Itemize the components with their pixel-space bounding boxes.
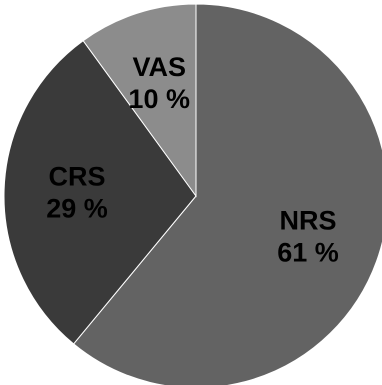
pie-slice-vas <box>82 3 197 198</box>
slice-label-vas: VAS <box>132 52 186 82</box>
pie-slices <box>3 3 382 385</box>
slice-label-nrs: NRS <box>279 205 336 235</box>
pie-slice-crs <box>3 39 197 345</box>
slice-value-vas: 10 % <box>128 84 190 114</box>
slice-value-nrs: 61 % <box>277 237 339 267</box>
slice-value-crs: 29 % <box>46 193 108 223</box>
slice-label-crs: CRS <box>48 161 105 191</box>
pie-slice-nrs <box>72 3 382 385</box>
